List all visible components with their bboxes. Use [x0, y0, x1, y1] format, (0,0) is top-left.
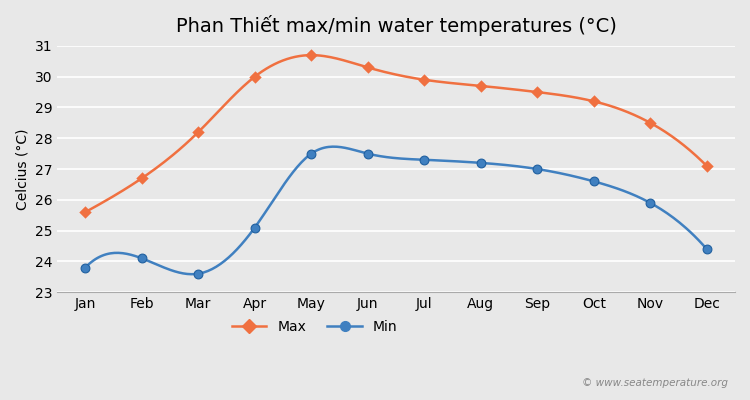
Point — [700, 246, 712, 252]
Point — [305, 150, 317, 157]
Y-axis label: Celcius (°C): Celcius (°C) — [15, 128, 29, 210]
Point — [80, 209, 92, 215]
Point — [588, 98, 600, 104]
Point — [362, 64, 374, 71]
Point — [249, 224, 261, 231]
Point — [644, 120, 656, 126]
Text: © www.seatemperature.org: © www.seatemperature.org — [581, 378, 728, 388]
Point — [531, 89, 543, 95]
Point — [700, 163, 712, 169]
Point — [136, 175, 148, 182]
Point — [80, 264, 92, 271]
Point — [136, 255, 148, 262]
Point — [531, 166, 543, 172]
Point — [192, 270, 204, 277]
Point — [475, 160, 487, 166]
Point — [588, 178, 600, 184]
Point — [249, 74, 261, 80]
Point — [362, 150, 374, 157]
Point — [305, 52, 317, 58]
Point — [419, 157, 430, 163]
Point — [475, 83, 487, 89]
Point — [419, 76, 430, 83]
Point — [644, 200, 656, 206]
Point — [192, 129, 204, 135]
Title: Phan Thiết max/min water temperatures (°C): Phan Thiết max/min water temperatures (°… — [176, 15, 616, 36]
Legend: Max, Min: Max, Min — [226, 314, 404, 340]
